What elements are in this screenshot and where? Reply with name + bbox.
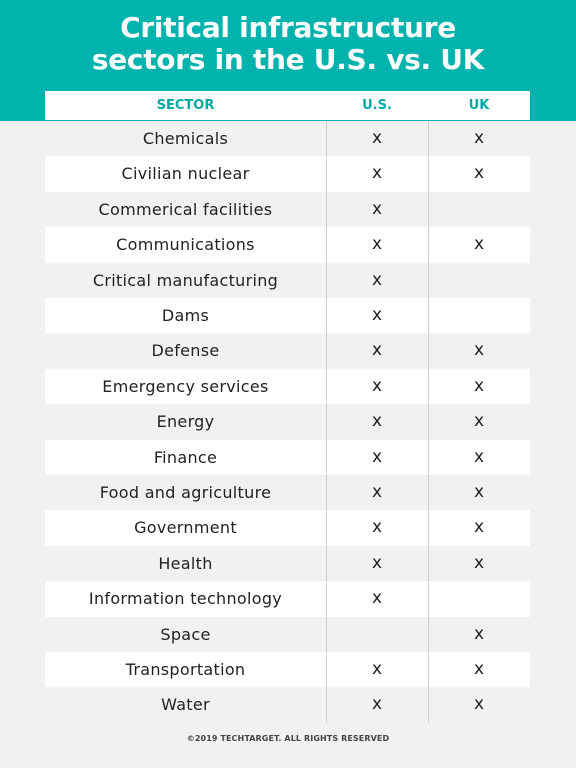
uk-cell — [428, 263, 530, 298]
uk-cell: x — [473, 482, 485, 502]
us-cell: x — [371, 694, 383, 715]
uk-cell — [428, 192, 530, 227]
table-row: Commerical facilities x — [45, 191, 530, 228]
us-cell: x — [371, 659, 383, 679]
table-row: Transportation x x — [45, 652, 530, 688]
table-row: Finance x x — [45, 439, 530, 475]
sector-cell: Energy — [156, 412, 215, 432]
table-row: Dams x — [45, 298, 530, 334]
sector-cell: Health — [158, 553, 213, 573]
us-cell: x — [371, 305, 383, 325]
table-header: SECTOR U.S. UK — [45, 91, 530, 120]
uk-cell: x — [473, 234, 485, 255]
us-cell: x — [371, 375, 383, 396]
uk-cell: x — [473, 340, 485, 361]
sector-cell: Food and agriculture — [99, 483, 272, 502]
header-uk: UK — [468, 98, 490, 113]
column-divider-us — [326, 121, 327, 723]
title-line-2: sectors in the U.S. vs. UK — [91, 43, 485, 76]
column-divider-uk — [428, 121, 429, 723]
sector-cell: Emergency services — [102, 376, 269, 396]
sector-cell: Water — [161, 695, 210, 715]
sector-cell: Civilian nuclear — [121, 164, 250, 184]
uk-cell: x — [473, 623, 485, 644]
us-cell: x — [371, 552, 383, 573]
us-cell: x — [371, 234, 383, 255]
uk-cell: x — [473, 446, 485, 467]
table-row: Health x x — [45, 545, 530, 582]
header-us: U.S. — [362, 98, 392, 113]
sector-cell: Defense — [151, 341, 220, 361]
sector-cell: Information technology — [88, 589, 283, 609]
uk-cell — [428, 298, 530, 333]
us-cell: x — [371, 588, 383, 609]
us-cell: x — [371, 340, 383, 361]
sector-cell: Finance — [153, 447, 218, 467]
sector-cell: Chemicals — [142, 129, 229, 148]
uk-cell: x — [473, 128, 485, 148]
sector-cell: Transportation — [125, 660, 246, 679]
table-row: Communications x x — [45, 227, 530, 263]
sector-cell: Dams — [161, 306, 210, 325]
table-row: Information technology x — [45, 581, 530, 617]
uk-cell: x — [473, 163, 485, 184]
uk-cell: x — [473, 659, 485, 679]
sector-cell: Communications — [116, 235, 255, 255]
table-row: Government x x — [45, 510, 530, 546]
uk-cell: x — [473, 517, 485, 538]
sector-cell: Space — [160, 624, 211, 644]
header-sector: SECTOR — [156, 98, 215, 113]
us-cell: x — [371, 517, 383, 538]
uk-cell: x — [473, 411, 485, 432]
table-row: Water x x — [45, 687, 530, 723]
table-row: Emergency services x x — [45, 368, 530, 405]
table-row: Energy x x — [45, 404, 530, 440]
title-line-1: Critical infrastructure — [120, 11, 456, 44]
table-row: Space x — [45, 616, 530, 652]
table-row: Defense x x — [45, 333, 530, 369]
us-cell: x — [371, 128, 383, 148]
table-row: Food and agriculture x x — [45, 475, 530, 511]
us-cell — [326, 617, 428, 652]
uk-cell: x — [473, 694, 485, 715]
us-cell: x — [371, 269, 383, 290]
copyright-footer: ©2019 TECHTARGET. ALL RIGHTS RESERVED — [186, 734, 390, 743]
sector-cell: Commerical facilities — [98, 199, 273, 219]
us-cell: x — [371, 163, 383, 184]
chart-title: Critical infrastructure sectors in the U… — [0, 12, 576, 76]
uk-cell — [428, 581, 530, 616]
us-cell: x — [371, 482, 383, 502]
us-cell: x — [371, 198, 383, 219]
table-row: Civilian nuclear x x — [45, 156, 530, 192]
table-row: Chemicals x x — [45, 121, 530, 157]
uk-cell: x — [473, 552, 485, 573]
sector-cell: Government — [134, 518, 237, 538]
us-cell: x — [371, 446, 383, 467]
table-row: Critical manufacturing x — [45, 262, 530, 298]
sector-cell: Critical manufacturing — [92, 270, 279, 290]
uk-cell: x — [473, 375, 485, 396]
us-cell: x — [371, 411, 383, 432]
